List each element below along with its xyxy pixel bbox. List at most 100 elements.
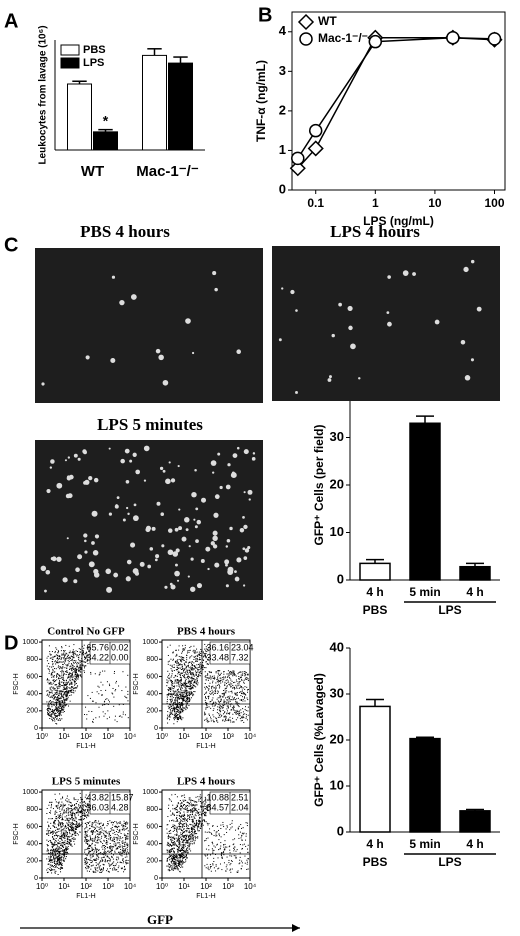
event-dot [59,693,61,695]
event-dot [187,671,189,673]
event-dot [74,816,76,818]
event-dot [182,821,184,823]
event-dot [62,803,64,805]
event-dot [58,712,60,714]
event-dot [50,864,52,866]
event-dot [91,700,93,702]
event-dot [75,824,77,826]
event-dot [47,714,49,716]
event-dot [216,680,218,682]
event-dot [113,861,115,863]
event-dot [60,689,62,691]
event-dot [241,687,243,689]
event-dot [204,799,206,801]
event-dot [169,693,171,695]
event-dot [178,828,180,830]
event-dot [125,834,127,836]
event-dot [101,860,103,862]
quadrant-value: 0.00 [111,652,129,662]
event-dot [178,839,180,841]
event-dot [181,698,183,700]
event-dot [63,855,65,857]
event-dot [109,837,111,839]
event-dot [66,817,68,819]
event-dot [49,692,51,694]
event-dot [92,864,94,866]
event-dot [172,704,174,706]
flow-title: LPS 4 hours [177,776,236,788]
event-dot [49,801,51,803]
event-dot [50,704,52,706]
event-dot [183,675,185,677]
event-dot [65,811,67,813]
event-dot [57,708,59,710]
event-dot [98,826,100,828]
event-dot [114,869,116,871]
event-dot [49,696,51,698]
event-dot [70,691,72,693]
event-dot [169,698,171,700]
event-dot [240,674,242,676]
event-dot [86,840,88,842]
cell-dot [127,512,130,516]
event-dot [59,697,61,699]
event-dot [179,825,181,827]
event-dot [88,809,90,811]
event-dot [89,839,91,841]
event-dot [72,649,74,651]
event-dot [51,869,53,871]
event-dot [57,839,59,841]
event-dot [75,676,77,678]
event-dot [66,698,68,700]
event-dot [95,859,97,861]
cell-dot [88,561,95,568]
event-dot [188,835,190,837]
y-tick-label: 200 [26,708,38,715]
event-dot [185,662,187,664]
event-dot [173,868,175,870]
event-dot [215,672,217,674]
event-dot [198,671,200,673]
cell-dot [195,507,199,511]
event-dot [177,860,179,862]
event-dot [174,842,176,844]
event-dot [64,840,66,842]
event-dot [233,671,235,673]
event-dot [108,860,110,862]
event-dot [63,811,65,813]
event-dot [50,854,52,856]
event-dot [120,852,122,854]
event-dot [61,706,63,708]
event-dot [57,808,59,810]
event-dot [191,664,193,666]
event-dot [59,858,61,860]
event-dot [224,701,226,703]
event-dot [108,701,110,703]
event-dot [174,862,176,864]
event-dot [116,869,118,871]
event-dot [126,856,128,858]
event-dot [182,814,184,816]
event-dot [75,828,77,830]
event-dot [57,652,59,654]
event-dot [123,822,125,824]
event-dot [98,866,100,868]
event-dot [188,831,190,833]
marker [308,123,323,138]
event-dot [51,674,53,676]
event-dot [185,860,187,862]
event-dot [102,863,104,865]
event-dot [232,670,234,672]
event-dot [225,720,227,722]
event-dot [57,662,59,664]
event-dot [173,837,175,839]
event-dot [187,701,189,703]
event-dot [61,704,63,706]
event-dot [67,664,69,666]
event-dot [67,690,69,692]
event-dot [168,863,170,865]
cell-dot [252,452,256,455]
event-dot [176,809,178,811]
event-dot [57,850,59,852]
